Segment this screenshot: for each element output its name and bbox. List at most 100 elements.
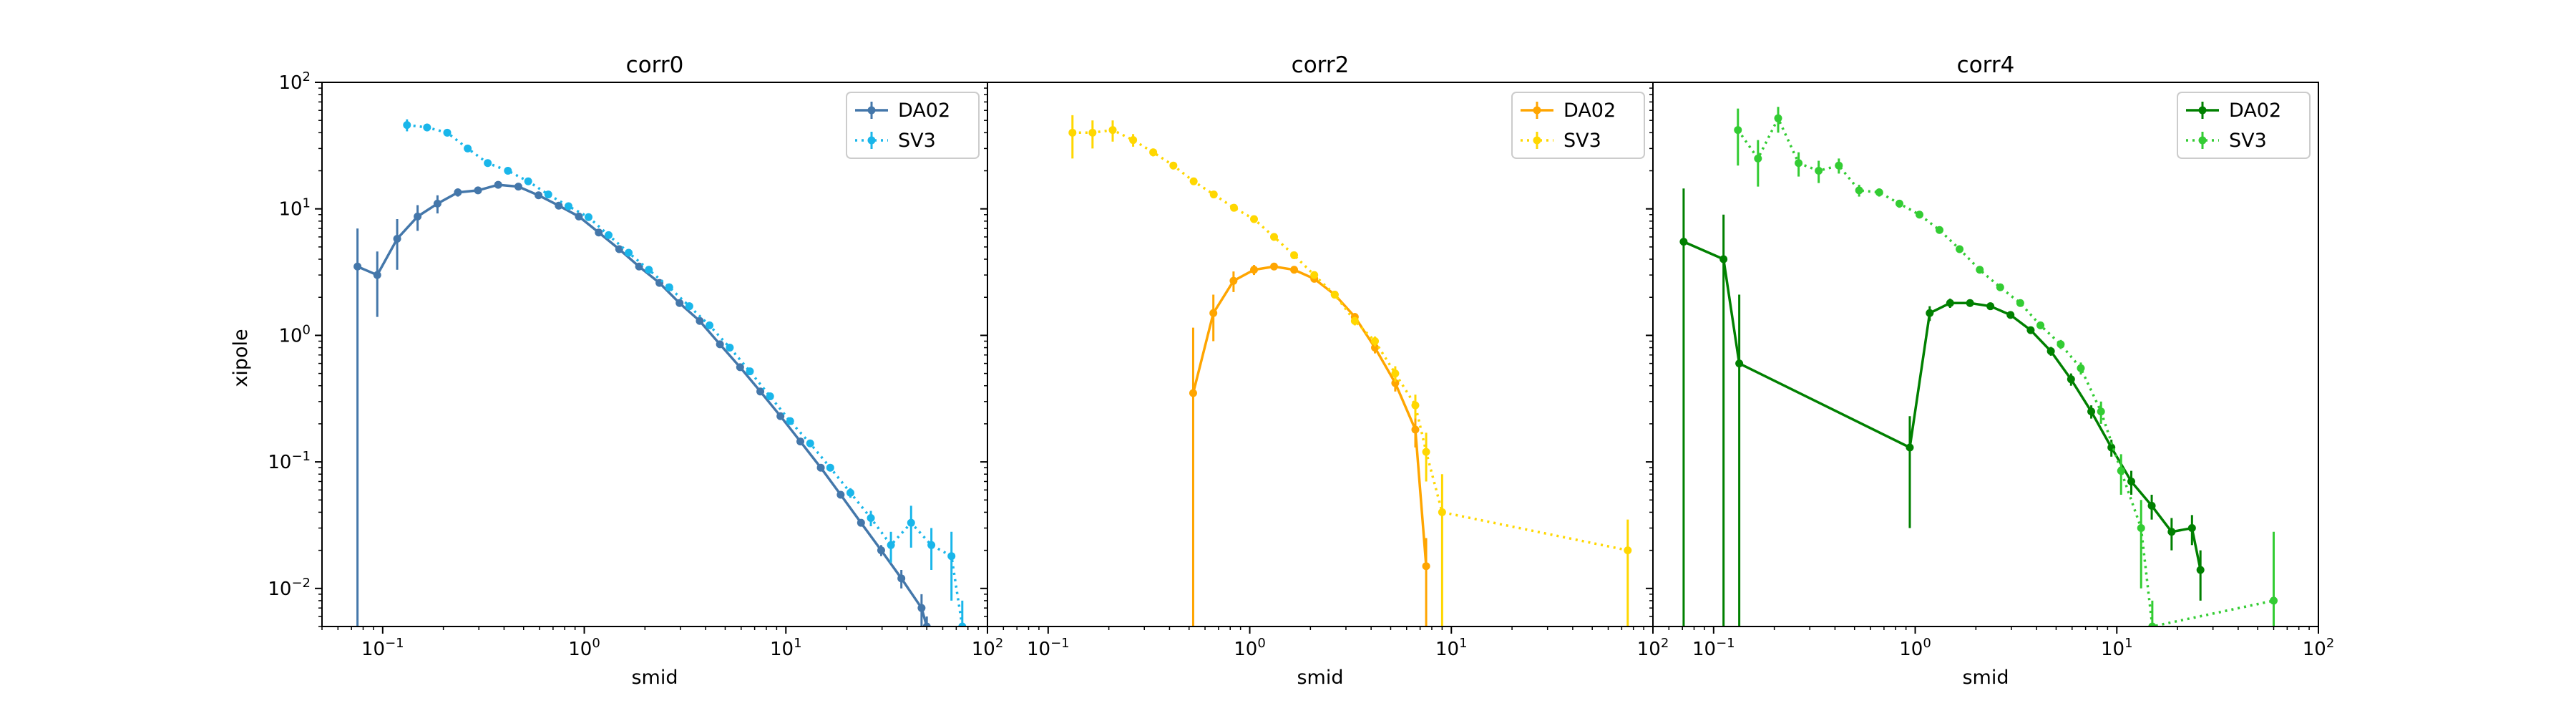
data-point [1250,266,1259,274]
data-point [1926,309,1934,317]
data-point [544,190,552,199]
data-point [1371,344,1380,352]
subplot-corr0: corr0 smid 10−1 100 101 102 10−2 10−1 100 101 102 D… [268,52,1003,689]
data-point [958,622,967,626]
x-tick-label: 101 [2101,636,2133,660]
data-point [1250,215,1259,223]
data-point [706,321,714,329]
series-line [1072,128,1629,552]
data-point [867,514,875,523]
x-tick-label: 100 [1234,636,1266,660]
data-point [1209,190,1218,199]
data-point [2046,347,2055,355]
data-point [454,188,462,197]
data-point [696,316,704,325]
data-point [1906,443,1914,452]
legend: DA02 SV3 [1511,92,1645,159]
data-point [816,463,825,472]
data-point [2196,566,2205,574]
data-point [1966,299,1974,307]
legend-marker [1533,106,1541,115]
data-point [776,412,785,420]
legend: DA02 SV3 [2177,92,2311,159]
data-point [1391,369,1400,378]
x-tick-label: 100 [568,636,600,660]
data-point [2036,321,2045,329]
data-point [786,417,794,425]
data-point [1946,299,1954,307]
data-point [665,283,673,291]
legend-box [1511,92,1645,159]
data-point [1229,276,1238,285]
data-point [555,201,563,210]
data-point [1371,337,1380,345]
legend-marker [2198,106,2207,115]
plot-area [1068,115,1632,626]
y-tick-label: 10−2 [268,576,311,600]
data-point [1835,161,1843,170]
data-point [1209,309,1218,317]
data-point [1350,316,1359,325]
data-point [1996,283,2004,291]
data-point [2117,467,2125,475]
data-point [494,180,502,189]
data-point [1270,262,1279,271]
data-point [826,463,834,472]
data-point [1976,266,1984,274]
data-point [756,387,765,396]
y-axis: 10−2 10−1 100 101 102 [268,69,322,627]
data-point [836,490,845,499]
x-tick-label: 102 [2303,636,2335,660]
data-point [484,159,492,168]
data-point [907,518,915,527]
data-point [2187,523,2196,532]
y-axis-label: xipole [230,329,252,387]
data-point [575,212,583,221]
legend-marker [1533,136,1541,145]
x-tick-label: 100 [1899,636,1931,660]
data-point [1330,290,1339,299]
data-point [1916,211,1924,219]
data-point [1310,271,1319,279]
data-point [423,123,431,132]
data-point [353,262,362,271]
legend-box [846,92,980,159]
y-tick-label: 100 [278,322,311,347]
data-point [1735,359,1744,368]
data-point [1270,233,1279,241]
data-point [2097,407,2105,416]
data-point [877,546,885,555]
data-point [535,191,543,200]
data-point [1290,266,1299,274]
data-point [2127,477,2136,485]
data-point [393,235,401,243]
data-point [524,177,532,185]
data-point [1754,154,1762,163]
chart-title: corr4 [1957,52,2015,78]
chart-title: corr0 [626,52,684,78]
data-point [1149,148,1158,157]
data-point [1088,128,1097,137]
legend-label: SV3 [1563,130,1601,152]
data-point [443,128,452,137]
data-point [1855,186,1863,195]
data-point [1624,546,1632,555]
data-point [897,574,906,583]
data-point [1189,389,1197,397]
data-point [1411,401,1420,410]
series-SV3 [1068,115,1632,626]
data-point [1815,167,1823,175]
data-point [1956,245,1964,253]
subplots: corr0 smid 10−1 100 101 102 10−2 10−1 100 101 102 D… [268,52,2334,689]
legend-label: DA02 [898,100,950,122]
legend-label: SV3 [2229,130,2267,152]
data-point [1774,114,1782,122]
data-point [736,363,744,372]
y-tick-label: 102 [278,69,311,94]
x-tick-label: 101 [1435,636,1468,660]
plot-area [353,119,967,626]
series-SV3 [1734,107,2278,626]
data-point [1422,562,1430,571]
chart-title: corr2 [1292,52,1350,78]
data-point [1438,508,1446,516]
